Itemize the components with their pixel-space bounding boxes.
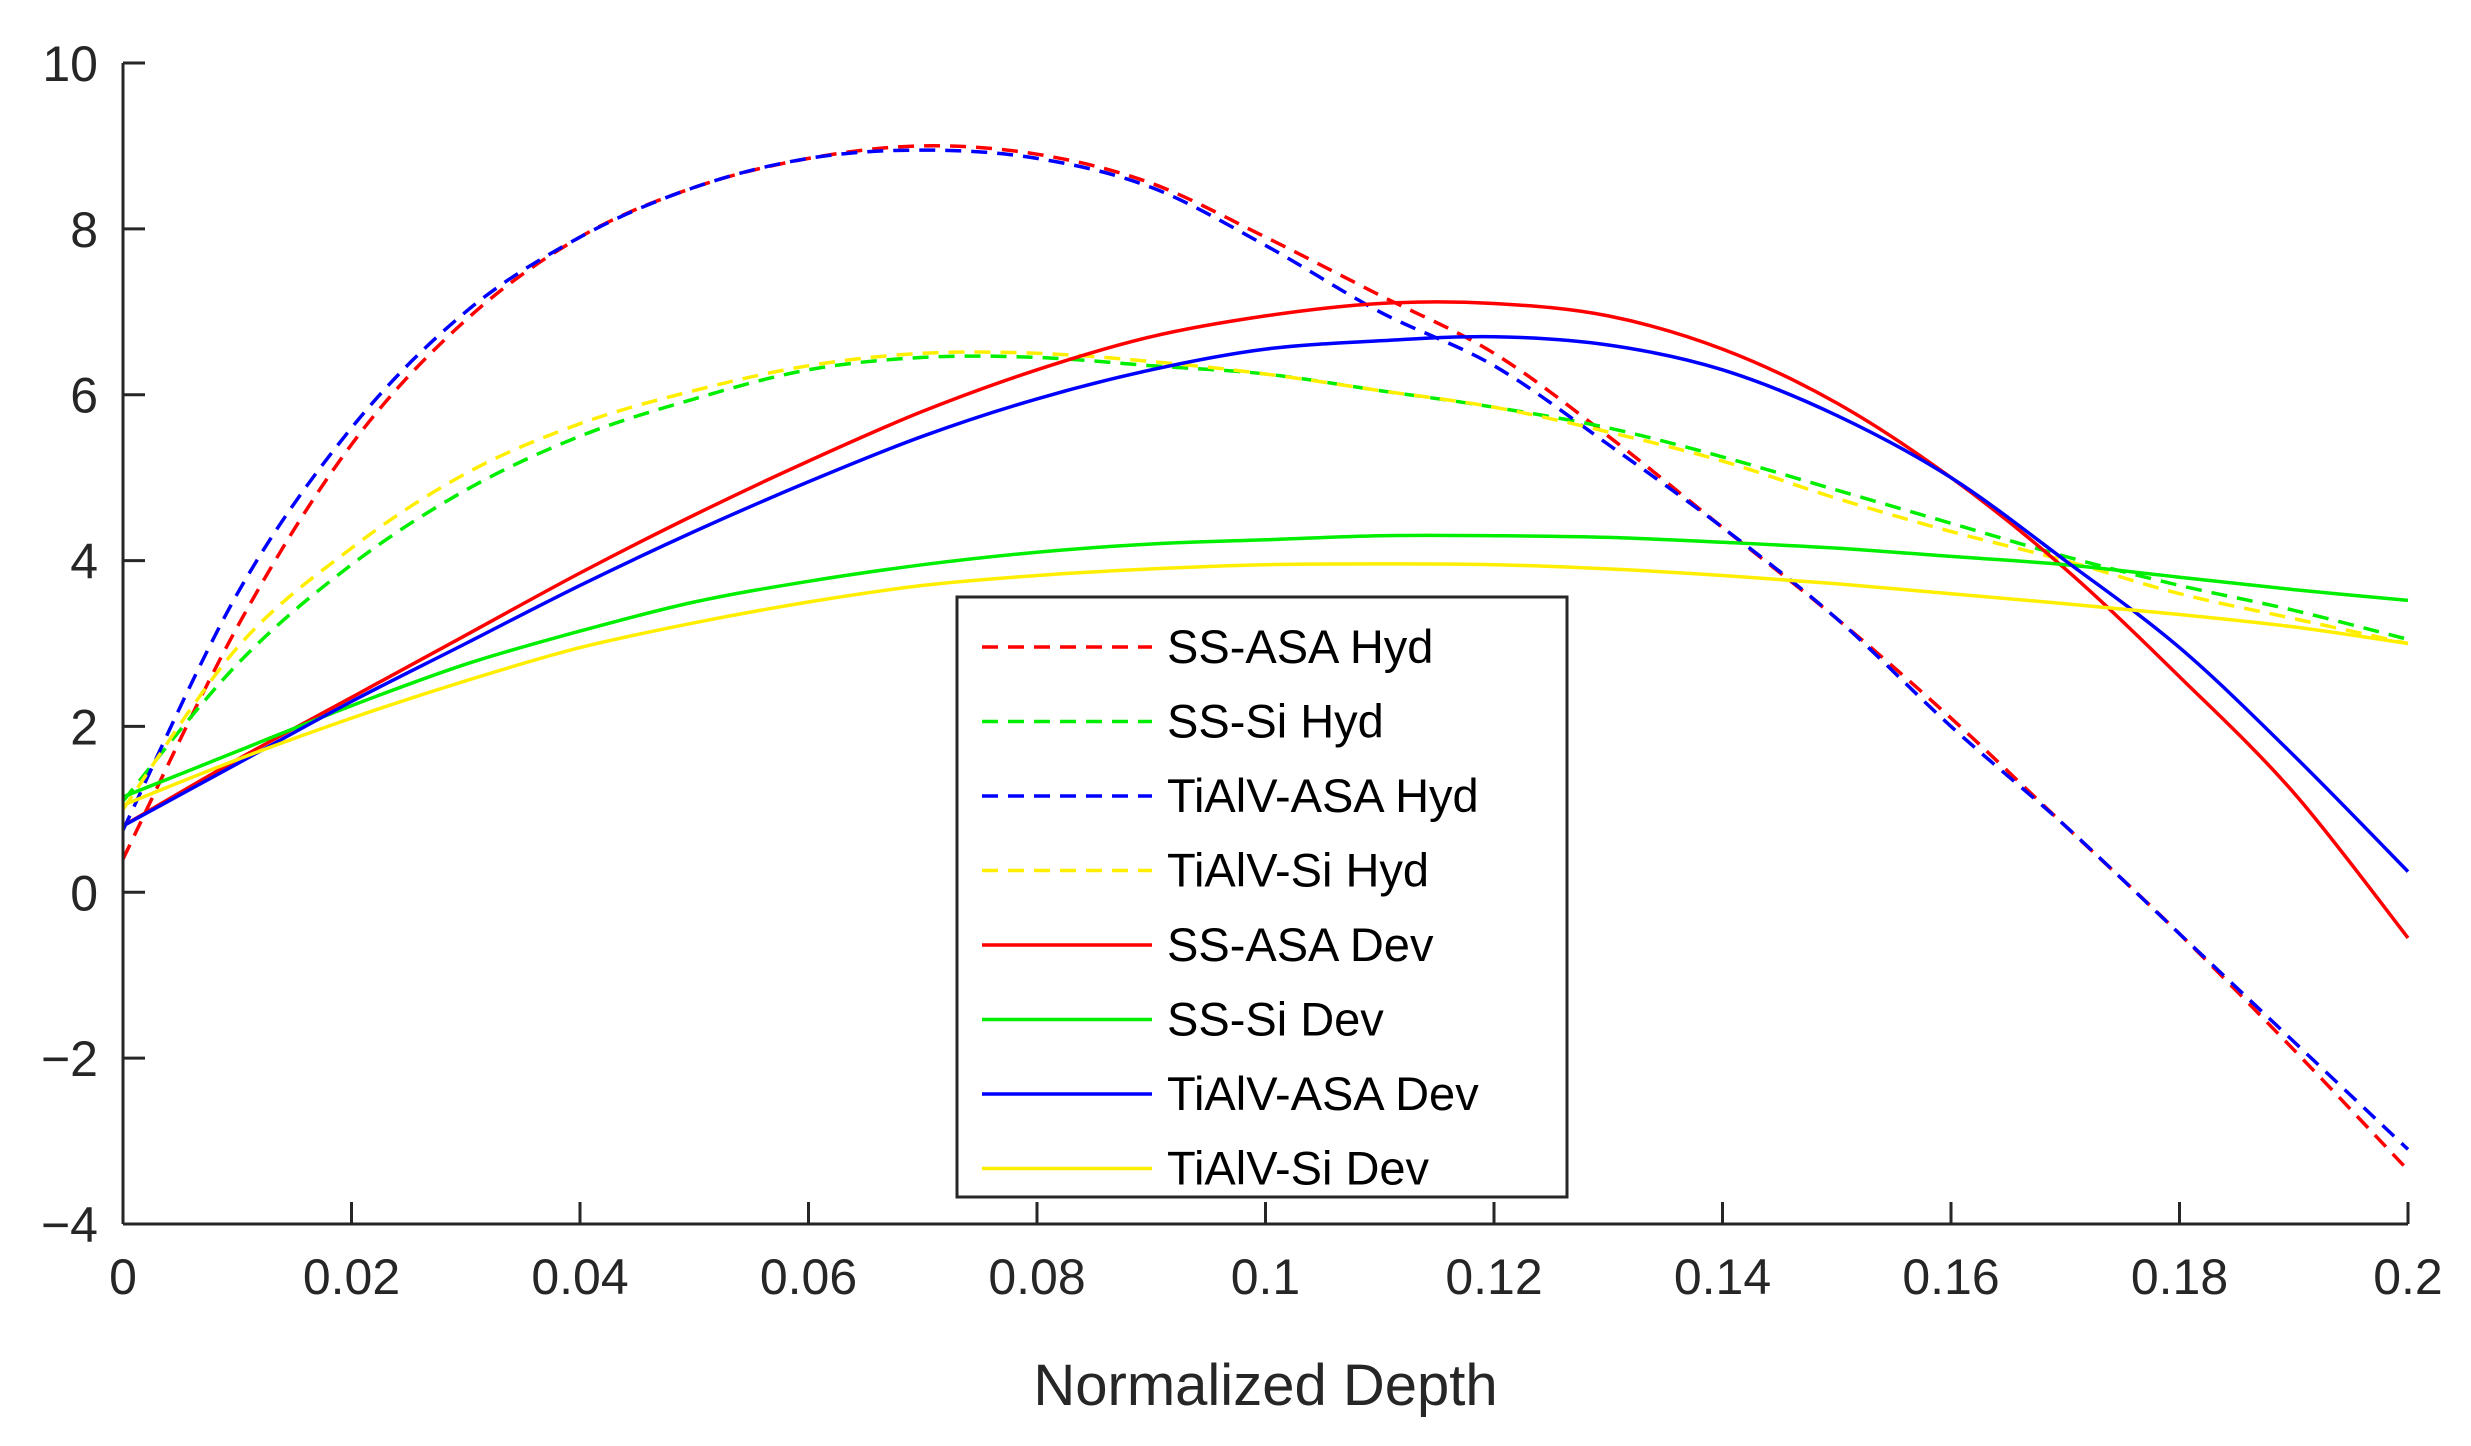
x-tick-label: 0.04 bbox=[531, 1249, 628, 1305]
series-line-tialv-asa-dev bbox=[122, 334, 2410, 873]
series-line-ss-asa-dev bbox=[122, 300, 2410, 939]
x-tick-label: 0 bbox=[109, 1249, 137, 1305]
legend-box bbox=[955, 595, 1569, 1199]
legend-label: SS-ASA Dev bbox=[1167, 918, 1434, 971]
legend-label: TiAlV-ASA Dev bbox=[1167, 1067, 1479, 1120]
x-tick-label: 0.12 bbox=[1445, 1249, 1542, 1305]
series-line-tialv-si-hyd bbox=[121, 350, 2409, 811]
x-axis-title: Normalized Depth bbox=[1033, 1353, 1497, 1418]
legend-label: TiAlV-Si Hyd bbox=[1167, 844, 1429, 897]
x-tick-label: 0.1 bbox=[1231, 1249, 1301, 1305]
y-tick-label: 0 bbox=[70, 865, 98, 921]
y-tick-label: −2 bbox=[41, 1031, 98, 1087]
axis-ticks: 0 0.02 0.04 0.06 0.08 0.1 0.12 0.14 0.16 0.18 0.2 −… bbox=[41, 36, 2443, 1305]
x-tick-label: 0.18 bbox=[2131, 1249, 2228, 1305]
y-tick-label: 8 bbox=[70, 202, 98, 258]
y-tick-label: 10 bbox=[42, 36, 98, 92]
legend-label: TiAlV-ASA Hyd bbox=[1167, 769, 1479, 822]
legend: SS-ASA Hyd SS-Si Hyd TiAlV-ASA Hyd TiAlV-Si… bbox=[955, 595, 1569, 1199]
y-tick-label: 4 bbox=[70, 534, 98, 590]
legend-label: SS-ASA Hyd bbox=[1167, 620, 1433, 673]
axes bbox=[121, 63, 2408, 1226]
series-line-ss-si-dev bbox=[122, 533, 2409, 799]
series-line-tialv-si-dev bbox=[122, 562, 2409, 807]
legend-label: TiAlV-Si Dev bbox=[1167, 1142, 1430, 1195]
series-lines bbox=[121, 144, 2410, 1172]
legend-label: SS-Si Hyd bbox=[1167, 695, 1384, 748]
y-tick-label: −4 bbox=[41, 1197, 98, 1253]
series-line-tialv-asa-hyd bbox=[121, 148, 2410, 1151]
legend-label: SS-Si Dev bbox=[1167, 993, 1384, 1046]
y-tick-label: 2 bbox=[70, 699, 98, 755]
y-tick-label: 6 bbox=[70, 368, 98, 424]
x-tick-label: 0.02 bbox=[303, 1249, 400, 1305]
x-tick-label: 0.16 bbox=[1902, 1249, 1999, 1305]
x-tick-label: 0.2 bbox=[2373, 1249, 2443, 1305]
x-tick-label: 0.14 bbox=[1674, 1249, 1771, 1305]
x-tick-label: 0.08 bbox=[988, 1249, 1085, 1305]
x-tick-label: 0.06 bbox=[760, 1249, 857, 1305]
